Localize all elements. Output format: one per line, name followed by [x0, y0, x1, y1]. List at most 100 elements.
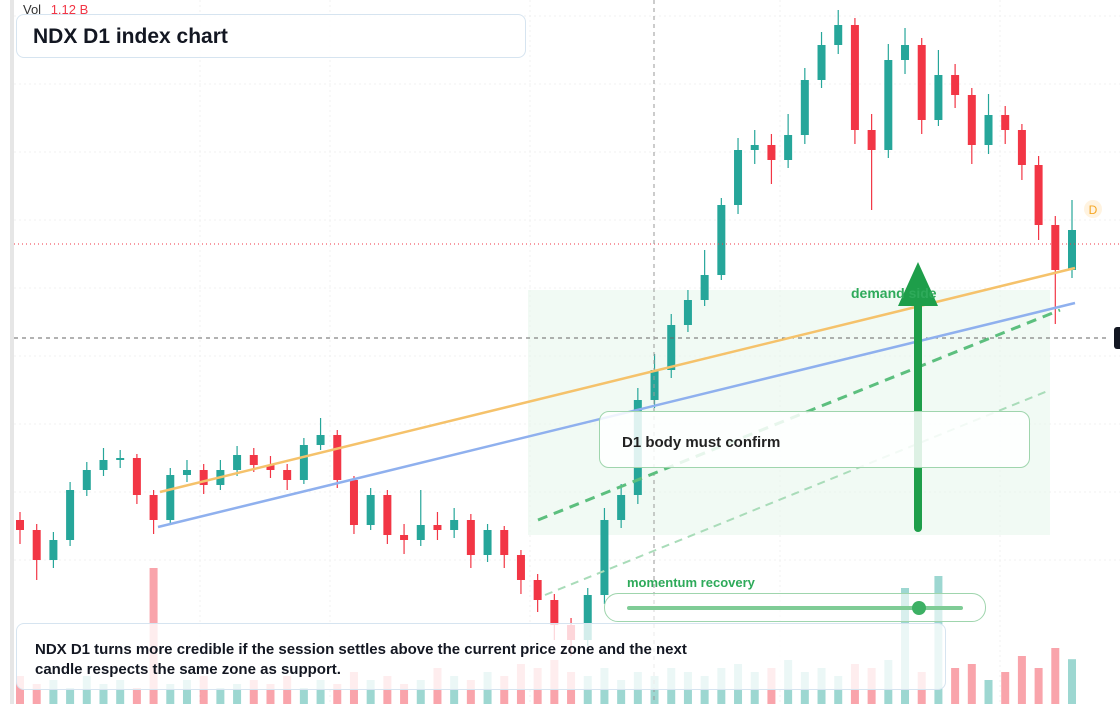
volume-legend: Vol 1.12 B [23, 2, 88, 17]
candle-body [500, 530, 509, 555]
volume-bar [416, 680, 425, 704]
volume-bar [1017, 656, 1026, 704]
volume-bar [249, 680, 258, 704]
candle-body [166, 475, 175, 520]
candle-body [667, 325, 676, 370]
slider-track [627, 606, 963, 610]
volume-bar [383, 676, 392, 704]
candle-body [717, 205, 726, 275]
volume-bar [1034, 668, 1043, 704]
marker-badge [1084, 200, 1102, 218]
candle-body [1068, 230, 1076, 270]
candle-body [617, 495, 626, 520]
candle-body [283, 470, 292, 480]
candle-body [149, 495, 158, 520]
candle-body [199, 470, 208, 485]
candle-body [550, 600, 559, 625]
candle-body [901, 45, 910, 60]
candle-body [116, 458, 125, 460]
candle-body [583, 595, 592, 640]
candle-body [466, 520, 475, 555]
candle-body [834, 25, 843, 45]
candle-body [450, 520, 459, 530]
volume-bar [366, 680, 375, 704]
note-box: NDX D1 turns more credible if the sessio… [16, 623, 946, 690]
candle-body [32, 530, 41, 560]
candle-body [700, 275, 709, 300]
volume-bar [967, 664, 976, 704]
volume-bar [32, 684, 41, 704]
candle-body [316, 435, 325, 445]
volume-bar [166, 684, 175, 704]
volume-bar [116, 680, 125, 704]
volume-bar [316, 680, 325, 704]
volume-bar [199, 676, 208, 704]
momentum-slider [604, 593, 986, 622]
volume-value: 1.12 B [50, 2, 89, 17]
volume-bar [66, 688, 75, 704]
confirm-box: D1 body must confirm [599, 411, 1030, 468]
zone-label: demand side [851, 285, 937, 301]
slider-knob [912, 601, 926, 615]
candle-body [233, 455, 242, 470]
candle-body [1034, 165, 1043, 225]
candle-body [516, 555, 525, 580]
volume-bar [583, 676, 592, 704]
candle-body [767, 145, 776, 160]
candle-body [299, 445, 308, 480]
candle-body [49, 540, 58, 560]
note: NDX D1 turns more credible if the sessio… [35, 641, 687, 678]
candle-body [249, 455, 258, 465]
arrow-head [898, 262, 938, 306]
price-tag [1114, 327, 1120, 349]
volume-bar [650, 676, 659, 704]
volume-bar [216, 688, 225, 704]
candle-body [951, 75, 960, 95]
candle-body [483, 530, 492, 555]
candle-body [533, 580, 542, 600]
candle-body [400, 535, 409, 540]
volume-bar [132, 688, 141, 704]
volume-label: Vol [23, 2, 42, 17]
candle-body [984, 115, 993, 145]
candle-body [850, 25, 859, 130]
volume-bar [233, 684, 242, 704]
volume-bar [266, 684, 275, 704]
candle-body [433, 525, 442, 530]
volume-bar [1051, 648, 1060, 704]
candle-body [182, 470, 191, 475]
candle-body [366, 495, 375, 525]
volume-bar [400, 684, 409, 704]
marker: D [1089, 203, 1098, 217]
candle-body [1017, 130, 1026, 165]
candle-body [884, 60, 893, 150]
candle-body [967, 95, 976, 145]
volume-bar [700, 676, 709, 704]
volume-bar [82, 676, 91, 704]
candle-body [82, 470, 91, 490]
candle-body [650, 370, 659, 400]
candle-body [917, 45, 926, 120]
candle-body [784, 135, 793, 160]
volume-bar [49, 680, 58, 704]
volume-bar [1001, 672, 1010, 704]
volume-bar [951, 668, 960, 704]
candle-body [934, 75, 943, 120]
candle-body [800, 80, 809, 135]
candle-body [600, 520, 609, 595]
candle-body [1051, 225, 1060, 270]
candle-body [132, 458, 141, 495]
candle-body [99, 460, 108, 470]
left-border [10, 0, 14, 704]
candle-body [750, 145, 759, 150]
volume-bar [16, 676, 24, 704]
volume-bar [834, 676, 843, 704]
candle-body [266, 465, 275, 470]
candle-body [734, 150, 743, 205]
volume-bar [984, 680, 993, 704]
volume-bar [500, 676, 509, 704]
candle-body [867, 130, 876, 150]
candle-body [817, 45, 826, 80]
candle-body [1001, 115, 1010, 130]
